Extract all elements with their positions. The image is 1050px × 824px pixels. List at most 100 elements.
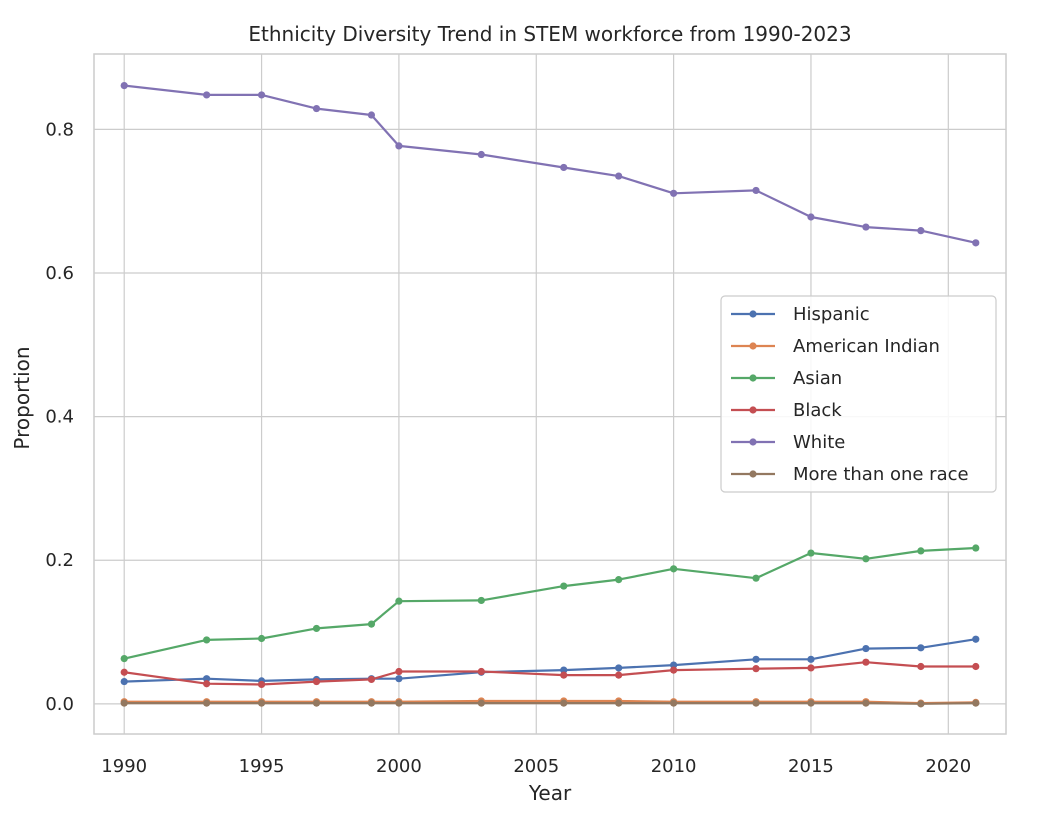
data-point: [395, 597, 403, 605]
data-point: [670, 189, 678, 197]
data-point: [972, 239, 980, 247]
data-point: [312, 677, 321, 686]
x-tick-label: 1995: [239, 756, 285, 777]
x-axis-label: Year: [528, 781, 572, 805]
data-point: [752, 665, 760, 673]
legend-item: White: [731, 432, 845, 453]
data-point: [560, 666, 568, 674]
data-point: [917, 662, 925, 671]
data-point: [367, 111, 376, 119]
data-point: [257, 680, 266, 689]
data-point: [120, 699, 128, 707]
data-point: [120, 668, 128, 676]
data-point: [972, 544, 980, 552]
y-tick-label: 0.8: [45, 119, 74, 140]
legend-swatch-marker: [749, 406, 757, 414]
data-point: [752, 655, 760, 663]
data-point: [670, 699, 678, 707]
data-point: [367, 699, 376, 707]
data-point: [203, 636, 211, 644]
series-hispanic: [120, 635, 980, 686]
data-point: [807, 213, 815, 221]
data-point: [670, 666, 678, 674]
series-more-than-one-race: [120, 699, 980, 708]
data-point: [120, 655, 128, 663]
legend: Hispanic American Indian Asian Black White Mo…: [720, 295, 997, 493]
legend-label: Black: [793, 400, 842, 421]
chart-title: Ethnicity Diversity Trend in STEM workfo…: [248, 22, 851, 46]
data-point: [807, 699, 815, 707]
data-point: [312, 104, 321, 113]
series-line: [124, 701, 976, 705]
data-point: [917, 700, 925, 708]
legend-label: Asian: [793, 368, 842, 389]
legend-swatch-marker: [749, 374, 757, 382]
data-point: [203, 675, 211, 683]
data-point: [395, 675, 403, 683]
legend-item: Asian: [731, 368, 842, 389]
data-point: [862, 555, 870, 563]
data-point: [807, 549, 815, 557]
x-tick-label: 2015: [788, 756, 834, 777]
data-point: [807, 655, 815, 663]
data-point: [560, 163, 568, 172]
x-tick-label: 2000: [376, 756, 422, 777]
data-point: [862, 699, 870, 707]
series-asian: [120, 544, 980, 663]
data-point: [615, 699, 623, 707]
series-line: [124, 84, 977, 244]
data-point: [615, 172, 623, 180]
data-point: [615, 671, 623, 679]
data-point: [560, 671, 568, 679]
x-tick-label: 1990: [101, 756, 147, 777]
x-tick-label: 2020: [925, 756, 971, 777]
y-tick-label: 0.2: [45, 550, 74, 571]
legend-item: American Indian: [731, 336, 940, 357]
data-point: [312, 699, 321, 707]
legend-label: Hispanic: [793, 304, 870, 325]
data-point: [203, 680, 211, 688]
data-point: [477, 596, 485, 605]
data-point: [917, 227, 925, 235]
legend-swatch-marker: [749, 470, 757, 478]
data-point: [972, 699, 980, 707]
data-point: [615, 664, 623, 672]
legend-item: Black: [731, 400, 842, 421]
data-point: [312, 624, 321, 633]
data-point: [670, 565, 678, 573]
x-tick-label: 2005: [513, 756, 559, 777]
data-point: [670, 661, 678, 669]
data-point: [120, 677, 128, 686]
y-axis-ticks: 0.0 0.2 0.4 0.6 0.8: [45, 119, 74, 714]
data-point: [477, 699, 485, 707]
legend-label: American Indian: [793, 336, 940, 357]
data-point: [560, 582, 568, 590]
data-point: [862, 658, 870, 666]
data-point: [203, 91, 211, 99]
data-point: [917, 644, 925, 652]
data-point: [367, 620, 376, 628]
series-black: [120, 658, 980, 689]
data-point: [395, 142, 403, 150]
legend-item: More than one race: [731, 464, 969, 485]
x-tick-label: 2010: [651, 756, 697, 777]
data-point: [862, 644, 870, 653]
y-tick-label: 0.6: [45, 263, 74, 284]
data-point: [972, 662, 980, 671]
plot-frame: [93, 53, 1007, 735]
legend-box: [720, 295, 997, 493]
y-tick-label: 0.0: [45, 694, 74, 715]
data-point: [807, 664, 815, 672]
data-point: [862, 223, 870, 231]
legend-item: Hispanic: [731, 304, 870, 325]
data-point: [972, 635, 980, 643]
data-point: [257, 91, 266, 99]
data-point: [395, 699, 403, 707]
data-point: [477, 150, 485, 159]
legend-swatch-marker: [749, 310, 757, 318]
data-point: [257, 699, 266, 707]
y-axis-label: Proportion: [10, 346, 34, 449]
series-group: [120, 81, 980, 708]
data-point: [752, 699, 760, 707]
